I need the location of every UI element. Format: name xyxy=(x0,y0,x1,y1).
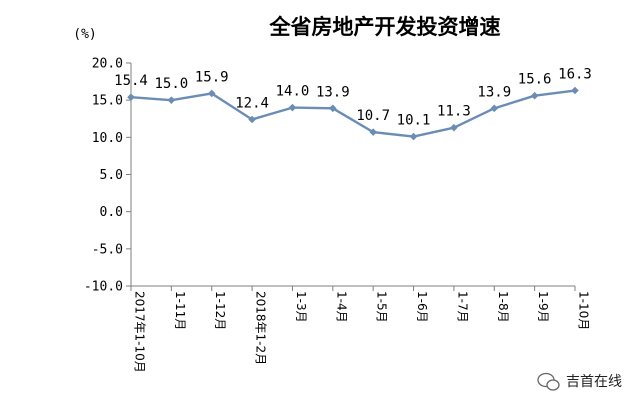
data-label: 15.6 xyxy=(518,72,552,88)
y-tick-label: 15.0 xyxy=(92,94,123,109)
x-tick-label: 1-3月 xyxy=(294,291,308,323)
series-line xyxy=(130,89,576,138)
data-label: 14.0 xyxy=(276,84,310,100)
series-group xyxy=(127,86,579,141)
x-tick-label: 1-6月 xyxy=(415,291,429,323)
data-label: 15.4 xyxy=(114,73,148,89)
x-tick-label: 1-11月 xyxy=(173,291,187,330)
data-point xyxy=(409,132,418,141)
y-tick-labels: 20.0 15.0 10.0 5.0 0.0 -5.0 -10.0 xyxy=(84,57,123,295)
y-tick-label: 0.0 xyxy=(100,205,123,220)
data-point xyxy=(369,128,377,136)
data-point xyxy=(167,96,176,104)
data-point xyxy=(530,91,539,100)
watermark-text: 吉首在线 xyxy=(566,374,622,390)
watermark: 吉首在线 xyxy=(537,372,622,391)
y-axis-unit: (%) xyxy=(73,27,96,42)
x-tick-label: 1-9月 xyxy=(536,291,550,323)
data-point xyxy=(571,86,579,95)
x-tick-label: 2018年1-2月 xyxy=(254,291,268,365)
y-tick-label: 5.0 xyxy=(100,168,123,183)
y-tick-label: 20.0 xyxy=(92,57,123,72)
x-tick-label: 1-10月 xyxy=(577,291,591,330)
x-tick-label: 1-5月 xyxy=(375,291,389,323)
y-tick-label: 10.0 xyxy=(92,131,123,146)
data-label: 11.3 xyxy=(437,104,471,120)
data-point xyxy=(450,123,458,132)
data-labels: 15.4 15.0 15.9 12.4 14.0 13.9 10.7 10.1 11.3 13.9… xyxy=(114,67,592,129)
x-tick-labels: 2017年1-10月 1-11月 1-12月 2018年1-2月 1-3月 1-4月 1-5… xyxy=(133,291,591,373)
data-point xyxy=(329,104,337,113)
data-label: 13.9 xyxy=(477,84,511,100)
x-tick-label: 1-12月 xyxy=(213,291,227,330)
data-label: 10.7 xyxy=(356,108,390,124)
data-label: 15.9 xyxy=(195,69,229,85)
x-tick-label: 1-7月 xyxy=(455,291,469,323)
data-label: 10.1 xyxy=(397,113,431,129)
data-point xyxy=(288,103,297,112)
data-point xyxy=(248,115,256,124)
data-point xyxy=(127,93,135,101)
data-label: 16.3 xyxy=(558,67,592,83)
data-point xyxy=(490,104,499,113)
chart-title: 全省房地产开发投资增速 xyxy=(269,14,501,39)
y-tick-label: -5.0 xyxy=(92,242,123,257)
data-label: 15.0 xyxy=(155,76,189,92)
x-tick-label: 2017年1-10月 xyxy=(133,291,147,373)
x-tick-label: 1-8月 xyxy=(496,291,510,323)
data-point xyxy=(207,89,216,98)
y-tick-label: -10.0 xyxy=(84,280,123,295)
x-tick-label: 1-4月 xyxy=(334,291,348,323)
data-label: 12.4 xyxy=(235,95,269,111)
wechat-icon xyxy=(537,372,560,391)
data-label: 13.9 xyxy=(316,84,350,100)
